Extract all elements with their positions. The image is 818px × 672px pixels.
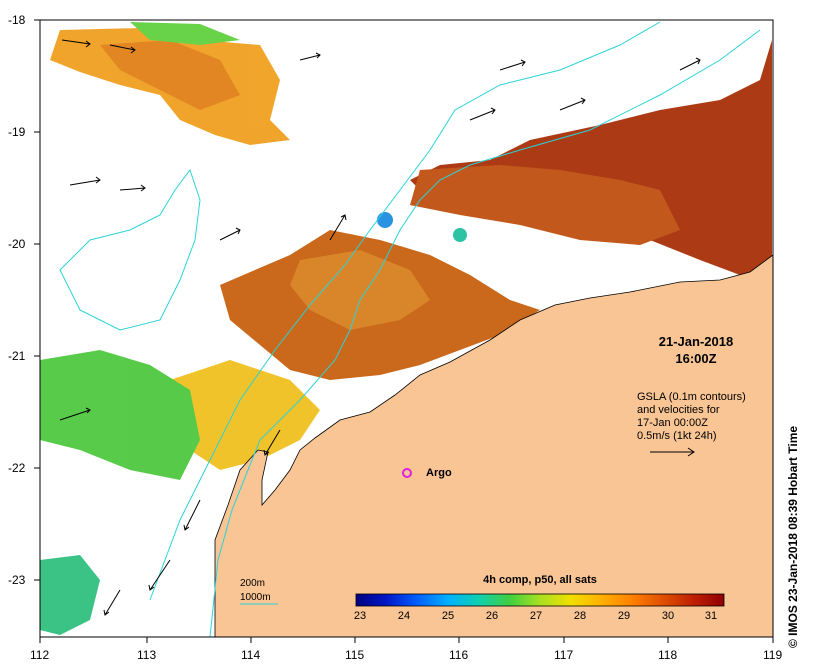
gsla-line: GSLA (0.1m contours) — [637, 391, 746, 403]
axis-ticks — [34, 19, 774, 643]
y-tick-20: -20 — [8, 237, 26, 251]
gsla-line: 17-Jan 00:00Z — [637, 417, 708, 429]
arrow — [329, 214, 347, 241]
colorbar-title: 4h comp, p50, all sats — [483, 574, 597, 586]
arrow — [148, 559, 171, 591]
x-tick-118: 118 — [658, 648, 678, 662]
legend-200m: 200m — [240, 578, 266, 589]
plot-frame — [39, 19, 774, 638]
colorbar — [355, 593, 725, 607]
sst-spot-blue — [377, 212, 393, 228]
scale-arrow — [650, 447, 695, 457]
arrow — [469, 107, 496, 121]
sst-patch-green-n — [130, 22, 240, 45]
arrow — [299, 52, 321, 61]
colorbar-tick: 30 — [661, 610, 675, 622]
arrow — [69, 176, 101, 186]
sst-patch-green-sw — [40, 555, 100, 635]
arrow — [119, 184, 146, 192]
sst-patch-green-w — [40, 350, 200, 480]
colorbar-tick: 26 — [485, 610, 499, 622]
arrow — [103, 589, 121, 616]
velocity-arrows — [59, 39, 701, 616]
colorbar-tick: 24 — [397, 610, 411, 622]
x-tick-114: 114 — [241, 648, 261, 662]
y-tick-23: -23 — [8, 573, 26, 587]
x-tick-116: 116 — [449, 648, 469, 662]
credit-text: © IMOS 23-Jan-2018 08:39 Hobart Time — [786, 425, 800, 648]
x-tick-117: 117 — [554, 648, 574, 662]
arrow — [61, 39, 91, 48]
arrow — [679, 57, 701, 71]
arrow — [499, 59, 526, 71]
isobath-200m — [209, 29, 761, 637]
y-tick-22: -22 — [8, 461, 26, 475]
y-tick-18: -18 — [8, 13, 26, 27]
x-tick-113: 113 — [137, 648, 157, 662]
gsla-line: and velocities for — [637, 404, 720, 416]
isobaths — [59, 21, 761, 637]
land-mass — [214, 254, 773, 637]
sst-patch-central-light — [290, 250, 430, 330]
x-tick-115: 115 — [345, 648, 365, 662]
gsla-line: 0.5m/s (1kt 24h) — [637, 430, 717, 442]
arrow — [183, 499, 201, 531]
colorbar-tick: 23 — [353, 610, 367, 622]
arrow — [109, 44, 136, 54]
colorbar-tick: 28 — [573, 610, 587, 622]
sst-patches — [40, 22, 772, 635]
colorbar-tick: 27 — [529, 610, 543, 622]
map-date-label: 21-Jan-2018 16:00Z — [640, 333, 752, 367]
argo-marker[interactable] — [402, 468, 412, 478]
isobath-1000m — [149, 21, 661, 601]
colorbar-tick: 31 — [704, 610, 718, 622]
x-tick-119: 119 — [763, 648, 783, 662]
arrow — [219, 227, 241, 241]
sst-patch-ne-mid — [410, 165, 680, 245]
isobath-west-loop — [59, 168, 201, 331]
map-hour: 16:00Z — [675, 351, 717, 366]
colorbar-tick: 25 — [441, 610, 455, 622]
sst-spot-teal — [453, 228, 467, 242]
legend-1000m: 1000m — [240, 592, 271, 603]
x-tick-112: 112 — [30, 648, 50, 662]
colorbar-tick: 29 — [617, 610, 631, 622]
arrow — [59, 407, 91, 421]
sst-patch-yellow — [170, 360, 320, 470]
y-tick-19: -19 — [8, 125, 26, 139]
sst-patch-nw-core — [100, 40, 240, 110]
y-tick-21: -21 — [8, 349, 26, 363]
sst-patch-ne-dark — [410, 40, 772, 275]
map-date: 21-Jan-2018 — [658, 334, 734, 349]
gsla-note: GSLA (0.1m contours) and velocities for … — [637, 391, 787, 443]
argo-label: Argo — [426, 467, 452, 479]
arrow — [559, 97, 586, 111]
arrow — [263, 429, 281, 456]
